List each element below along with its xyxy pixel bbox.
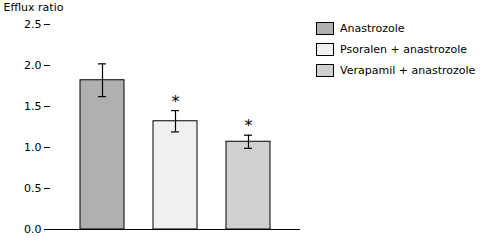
- html-text:Anastrozole: Anastrozole: [340, 22, 405, 35]
- svg-text:1.0: 1.0: [24, 141, 42, 154]
- svg-text:Efflux ratio: Efflux ratio: [4, 1, 64, 14]
- svg-text:2.0: 2.0: [24, 59, 42, 72]
- svg-text:0.0: 0.0: [24, 223, 42, 236]
- html-text:Psoralen + anastrozole: Psoralen + anastrozole: [340, 43, 467, 56]
- svg-text:0.5: 0.5: [24, 182, 42, 195]
- svg-text:*: *: [245, 116, 253, 135]
- svg-text:2.5: 2.5: [24, 18, 42, 31]
- svg-text:1.5: 1.5: [24, 100, 42, 113]
- html-text:Verapamil + anastrozole: Verapamil + anastrozole: [340, 64, 476, 77]
- svg-text:*: *: [172, 92, 180, 111]
